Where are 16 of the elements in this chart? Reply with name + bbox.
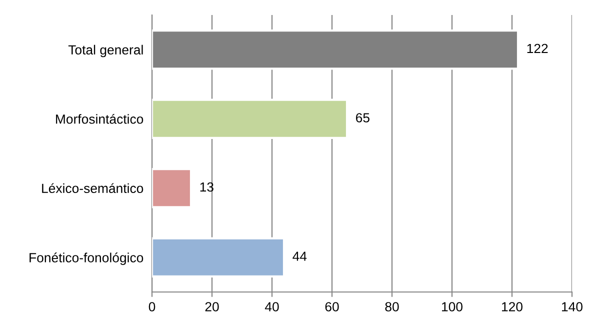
x-tick-label: 80 (385, 302, 399, 312)
data-label: 65 (356, 113, 370, 122)
y-tick-label: Fonético-fonológico (30, 252, 144, 265)
y-tick-label: Morfosintáctico (56, 114, 144, 124)
data-label: 44 (292, 252, 307, 261)
data-label: 122 (527, 44, 548, 54)
x-tick-label: 120 (502, 302, 522, 312)
x-tick-label: 140 (562, 302, 582, 312)
y-tick-label: Total general (68, 44, 143, 58)
x-tick-label: 60 (325, 302, 339, 312)
x-tick-label: 100 (442, 302, 462, 312)
x-tick-label: 0 (148, 302, 156, 312)
data-label: 13 (200, 182, 214, 192)
y-tick-label: Léxico-semántico (42, 183, 144, 194)
x-tick-label: 40 (264, 302, 279, 312)
x-tick-label: 20 (205, 302, 219, 312)
